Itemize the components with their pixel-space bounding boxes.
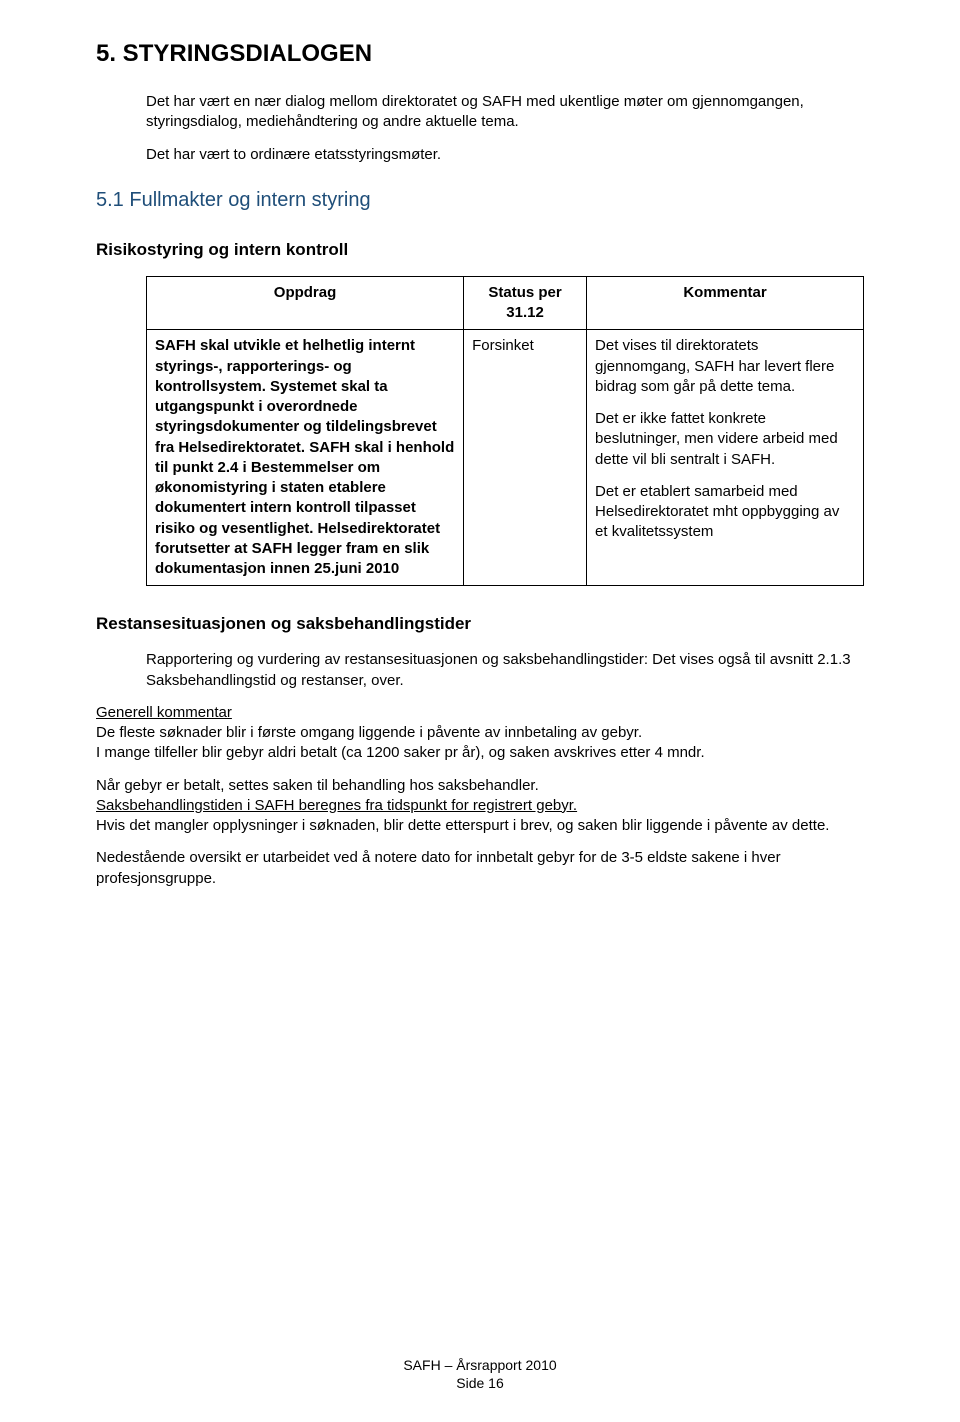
generell-kommentar-line: De fleste søknader blir i første omgang … [96,724,642,741]
kommentar-cell: Det vises til direktoratets gjennomgang,… [587,330,864,586]
gebyr-paragraph: Når gebyr er betalt, settes saken til be… [96,776,864,837]
comment-paragraph: Det vises til direktoratets gjennomgang,… [595,336,855,397]
section-title: 5. STYRINGSDIALOGEN [96,40,864,68]
status-cell: Forsinket [464,330,587,586]
generell-kommentar-label: Generell kommentar [96,704,232,721]
restanse-intro-paragraph: Rapportering og vurdering av restansesit… [146,650,864,691]
generell-kommentar-line: I mange tilfeller blir gebyr aldri betal… [96,744,705,761]
oppdrag-cell: SAFH skal utvikle et helhetlig internt s… [147,330,464,586]
intro-block: Det har vært en nær dialog mellom direkt… [146,92,864,165]
mangler-opplysninger-line: Hvis det mangler opplysninger i søknaden… [96,817,829,834]
table-header-kommentar: Kommentar [587,276,864,330]
oversikt-paragraph: Nedestående oversikt er utarbeidet ved å… [96,848,864,889]
comment-paragraph: Det er ikke fattet konkrete beslutninger… [595,409,855,470]
subsection-title: 5.1 Fullmakter og intern styring [96,189,864,212]
table-row: SAFH skal utvikle et helhetlig internt s… [147,330,864,586]
generell-kommentar-block: Generell kommentar De fleste søknader bl… [96,703,864,764]
gebyr-line: Når gebyr er betalt, settes saken til be… [96,777,539,794]
risikostyring-table: Oppdrag Status per 31.12 Kommentar SAFH … [146,276,864,587]
page-footer: SAFH – Årsrapport 2010 Side 16 [0,1356,960,1392]
subheading-restanse: Restansesituasjonen og saksbehandlingsti… [96,614,864,634]
subheading-risikostyring: Risikostyring og intern kontroll [96,240,864,260]
intro-paragraph: Det har vært en nær dialog mellom direkt… [146,92,864,133]
table-header-oppdrag: Oppdrag [147,276,464,330]
saksbehandlingstid-line: Saksbehandlingstiden i SAFH beregnes fra… [96,797,577,814]
intro-paragraph: Det har vært to ordinære etatsstyringsmø… [146,145,864,165]
footer-page-number: Side 16 [456,1375,503,1391]
table-header-status: Status per 31.12 [464,276,587,330]
footer-doc-title: SAFH – Årsrapport 2010 [403,1357,556,1373]
comment-paragraph: Det er etablert samarbeid med Helsedirek… [595,482,855,543]
